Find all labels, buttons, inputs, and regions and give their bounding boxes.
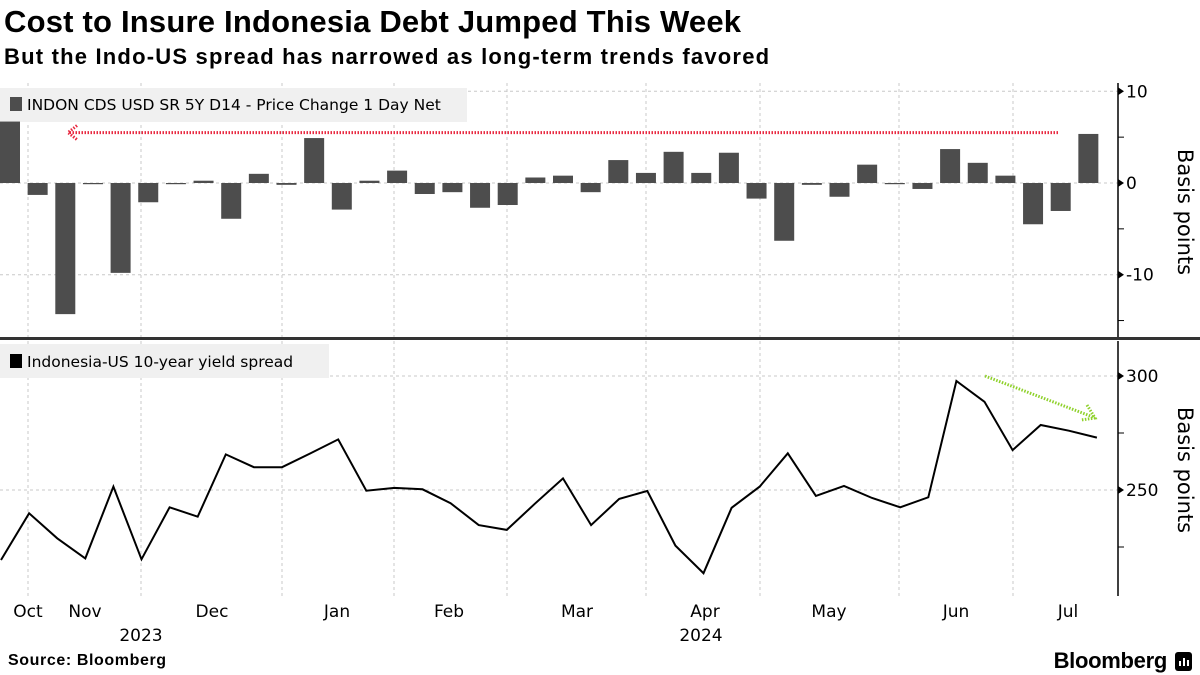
cds-bar <box>55 183 76 315</box>
cds-bar <box>525 177 546 183</box>
red-arrow-head <box>65 124 78 141</box>
legend-bottom: Indonesia-US 10-year yield spread <box>0 344 329 378</box>
y-tick-label: 10 <box>1126 82 1148 102</box>
cds-bar <box>995 175 1016 183</box>
y-tick-marker <box>1118 87 1124 96</box>
bloomberg-chart-icon <box>1175 651 1192 671</box>
green-arrow-head <box>1080 404 1098 422</box>
bar-series <box>0 121 1099 315</box>
x-month-label: Dec <box>196 602 229 622</box>
cds-bar <box>359 180 380 183</box>
x-year-label: 2024 <box>679 626 722 646</box>
cds-bar <box>221 183 242 219</box>
cds-bar <box>304 138 325 183</box>
cds-bar <box>248 173 269 183</box>
legend-top-swatch <box>10 97 22 111</box>
cds-bar <box>884 183 905 185</box>
x-month-label: Jun <box>942 602 970 622</box>
cds-bar <box>0 121 20 183</box>
cds-bar <box>718 152 739 183</box>
green-arrow-shaft <box>984 374 1094 419</box>
cds-bar <box>912 183 933 189</box>
panel-divider <box>0 337 1200 340</box>
legend-bottom-label: Indonesia-US 10-year yield spread <box>27 353 293 371</box>
annotations <box>65 124 1098 422</box>
x-month-label: Apr <box>690 602 719 622</box>
cds-bar <box>774 183 795 241</box>
cds-bar <box>138 183 159 203</box>
cds-bar <box>635 172 656 183</box>
legend-bottom-bg <box>0 344 329 378</box>
cds-bar <box>553 175 573 183</box>
axes: 10 0 -10 300 250 <box>1117 82 1158 596</box>
cds-bar <box>940 149 961 183</box>
cds-bar <box>801 183 822 185</box>
cds-bar <box>580 183 601 193</box>
y-tick-label: 0 <box>1126 174 1137 194</box>
cds-bar <box>470 183 491 208</box>
legend-top: INDON CDS USD SR 5Y D14 - Price Change 1… <box>0 88 467 122</box>
y-axis-title-top: Basis points <box>1173 149 1197 275</box>
y-tick-label: 300 <box>1126 367 1158 387</box>
cds-bar <box>1078 133 1099 183</box>
y-tick-marker <box>1118 179 1124 187</box>
cds-bar <box>331 183 352 210</box>
y-tick-marker <box>1118 372 1124 380</box>
cds-bar <box>663 151 684 183</box>
cds-bar <box>1050 183 1071 211</box>
source-note: Source: Bloomberg <box>8 652 167 669</box>
cds-bar <box>857 164 878 183</box>
cds-bar <box>82 183 103 185</box>
legend-top-bg <box>0 88 467 122</box>
cds-bar <box>967 162 988 183</box>
cds-bar <box>27 183 48 195</box>
cds-bar <box>110 183 131 273</box>
x-month-label: Jan <box>323 602 350 622</box>
y-tick-label: -10 <box>1126 266 1154 286</box>
cds-bar <box>442 183 463 193</box>
spread-line <box>0 379 1098 575</box>
x-month-label: Mar <box>561 602 593 622</box>
legend-top-label: INDON CDS USD SR 5Y D14 - Price Change 1… <box>27 96 441 114</box>
cds-bar <box>165 183 186 185</box>
y-tick-label: 250 <box>1126 481 1158 501</box>
cds-bar <box>193 180 214 183</box>
x-axis-labels: Oct Nov Dec Jan Feb Mar Apr May Jun Jul 2023 2024 <box>13 602 1078 646</box>
y-tick-marker <box>1118 486 1124 494</box>
x-month-label: Feb <box>434 602 464 622</box>
y-tick-marker <box>1118 270 1124 279</box>
bloomberg-logo: Bloomberg <box>1054 648 1192 674</box>
x-year-label: 2023 <box>119 626 162 646</box>
cds-bar <box>829 183 850 197</box>
x-month-label: Oct <box>13 602 43 622</box>
cds-bar <box>691 172 712 183</box>
x-month-label: Jul <box>1057 602 1079 622</box>
logo-text: Bloomberg <box>1053 648 1168 673</box>
x-month-label: May <box>811 602 846 622</box>
cds-bar <box>497 183 518 206</box>
legend-bottom-swatch <box>10 354 22 368</box>
cds-bar <box>276 183 297 185</box>
chart-title: Cost to Insure Indonesia Debt Jumped Thi… <box>4 4 742 39</box>
cds-bar <box>387 170 408 183</box>
cds-bar <box>746 183 767 199</box>
y-axis-title-bottom: Basis points <box>1173 407 1197 533</box>
gridlines <box>0 83 1118 596</box>
cds-bar <box>1023 183 1044 225</box>
cds-bar <box>608 160 629 183</box>
chart-subtitle: But the Indo-US spread has narrowed as l… <box>4 44 771 69</box>
x-month-label: Nov <box>68 602 101 622</box>
cds-bar <box>414 183 435 195</box>
